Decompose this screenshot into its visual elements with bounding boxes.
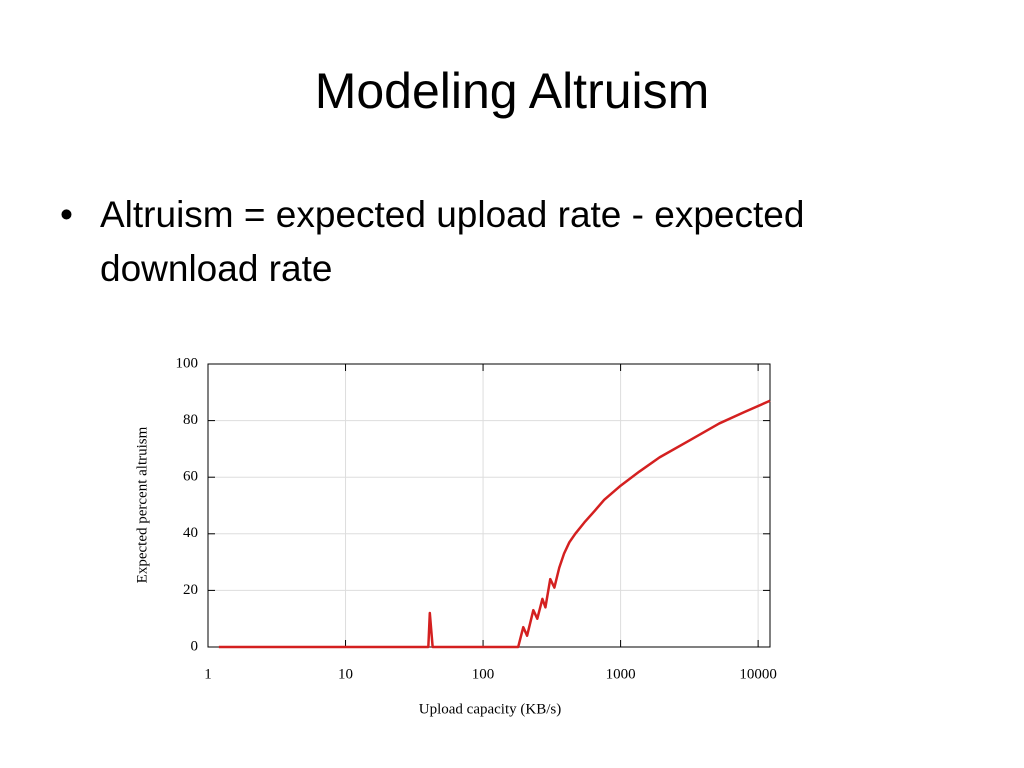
plot-frame <box>207 363 771 648</box>
x-tick-label: 10000 <box>739 666 777 682</box>
y-tick-label: 60 <box>183 469 198 485</box>
x-axis-label: Upload capacity (KB/s) <box>419 701 561 717</box>
y-tick-label: 80 <box>183 412 198 428</box>
y-tick-label: 20 <box>183 582 198 598</box>
y-tick-label: 0 <box>191 638 199 654</box>
bullet-text: Altruism = expected upload rate - expect… <box>100 194 805 289</box>
y-axis-label: Expected percent altruism <box>134 426 150 583</box>
y-tick-label: 40 <box>183 525 198 541</box>
x-tick-label: 10 <box>338 666 353 682</box>
x-tick-label: 1000 <box>606 666 636 682</box>
bullet-dot: • <box>60 194 73 235</box>
data-line <box>218 399 771 649</box>
bullet-item: • Altruism = expected upload rate - expec… <box>60 188 900 296</box>
x-tick-label: 1 <box>204 666 212 682</box>
x-tick-label: 100 <box>472 666 495 682</box>
slide-title: Modeling Altruism <box>314 63 710 119</box>
y-tick-label: 100 <box>176 355 199 371</box>
